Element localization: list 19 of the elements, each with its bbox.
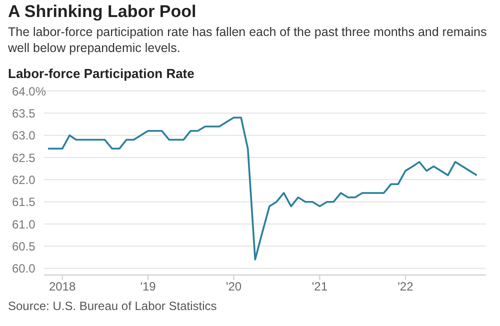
x-tick-label: '21 — [312, 280, 328, 294]
chart-title: A Shrinking Labor Pool — [8, 2, 198, 22]
source-note: Source: U.S. Bureau of Labor Statistics — [8, 299, 218, 313]
x-tick-label: 2018 — [48, 280, 76, 294]
y-axis-title: Labor-force Participation Rate — [8, 66, 196, 81]
y-tick-label: 63.5 — [12, 106, 36, 120]
y-tick-label: 62.5 — [12, 150, 36, 165]
y-tick-label: 61.5 — [12, 195, 36, 210]
y-tick-label: 63.0 — [12, 128, 36, 143]
line-series — [47, 116, 478, 260]
x-tick-label: '19 — [140, 280, 156, 294]
y-tick-label: 60.0 — [12, 262, 36, 276]
y-tick-label: 62.0 — [12, 172, 36, 187]
y-tick-label: 60.5 — [12, 239, 36, 254]
y-tick-label: 61.0 — [12, 217, 36, 232]
x-tick-label: '22 — [398, 280, 414, 294]
x-tick-label: '20 — [226, 280, 242, 294]
chart-subtitle: The labor-force participation rate has fallen each of the past three months and remains well below prepandemic levels. — [8, 24, 488, 56]
y-tick-label: 64.0% — [12, 84, 46, 98]
